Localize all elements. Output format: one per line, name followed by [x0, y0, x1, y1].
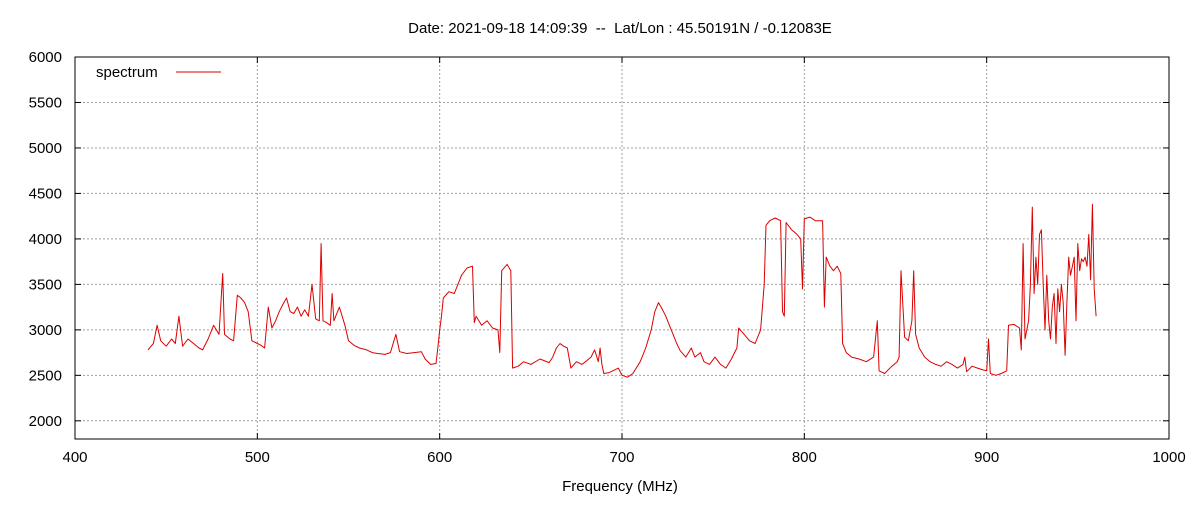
chart-title: Date: 2021-09-18 14:09:39 -- Lat/Lon : 4…: [408, 20, 832, 37]
x-tick-label: 700: [609, 449, 634, 466]
x-tick-label: 1000: [1152, 449, 1185, 466]
series-line-spectrum: [147, 203, 1097, 378]
x-tick-label: 800: [792, 449, 817, 466]
legend-label: spectrum: [96, 64, 158, 81]
y-tick-label: 2000: [29, 413, 62, 430]
x-tick-label: 600: [427, 449, 452, 466]
legend: spectrum: [96, 64, 221, 81]
y-tick-label: 3500: [29, 276, 62, 293]
grid: [75, 57, 1169, 439]
series-layer: [147, 203, 1097, 378]
x-tick-label: 500: [245, 449, 270, 466]
x-tick-label: 400: [62, 449, 87, 466]
y-tick-label: 2500: [29, 367, 62, 384]
y-tick-label: 5000: [29, 140, 62, 157]
y-tick-label: 4000: [29, 231, 62, 248]
y-tick-label: 6000: [29, 49, 62, 66]
y-tick-label: 3000: [29, 322, 62, 339]
y-tick-label: 5500: [29, 94, 62, 111]
axis-ticks: 400 500 600 700 800 900 1000 2000 2500 3000 3500 40…: [29, 49, 1186, 466]
x-tick-label: 900: [974, 449, 999, 466]
x-axis-label: Frequency (MHz): [562, 478, 678, 495]
y-tick-label: 4500: [29, 185, 62, 202]
